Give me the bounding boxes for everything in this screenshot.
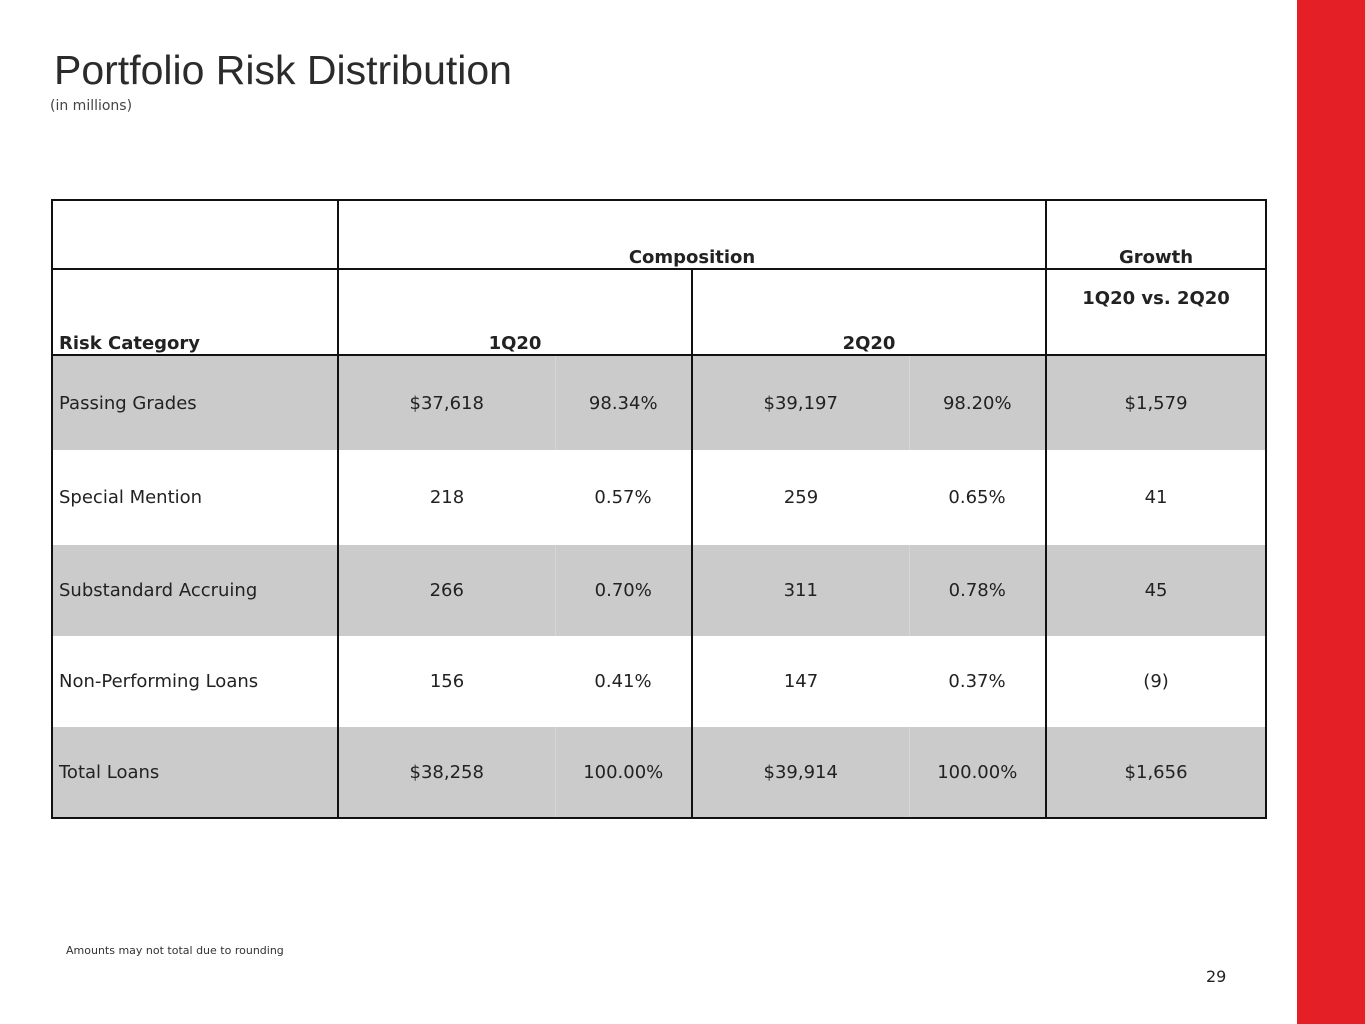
risk-category-cell: Special Mention (59, 487, 203, 508)
risk-distribution-table: Composition Growth Risk Category 1Q20 2Q… (51, 199, 1268, 819)
header-empty-cell (52, 200, 338, 270)
q1-percent-cell: 0.70% (554, 545, 692, 636)
q1-amount-cell: $37,618 (337, 355, 555, 450)
q1-percent-cell: 98.34% (554, 355, 692, 450)
q2-amount-cell: 259 (691, 450, 909, 545)
header-growth-period: 1Q20 vs. 2Q20 (1045, 269, 1267, 356)
q1-percent-cell: 100.00% (554, 727, 692, 818)
page-number: 29 (1206, 967, 1227, 986)
q2-percent-cell: 100.00% (908, 727, 1047, 818)
table-row: Substandard Accruing 266 0.70% 311 0.78%… (52, 545, 1267, 636)
accent-bar (1297, 0, 1365, 1024)
header-2q20: 2Q20 (690, 269, 1047, 356)
q1-percent-cell: 0.41% (594, 671, 652, 692)
table-row: Passing Grades $37,618 98.34% $39,197 98… (52, 355, 1267, 450)
q2-amount-cell: 147 (691, 636, 909, 727)
risk-category-cell: Passing Grades (52, 355, 338, 450)
risk-category-cell: Total Loans (52, 727, 338, 818)
risk-category-cell: Non-Performing Loans (59, 671, 259, 692)
q1-amount-cell: 218 (337, 450, 555, 545)
q2-amount-cell: 311 (691, 545, 909, 636)
q2-percent-cell: 0.65% (948, 487, 1006, 508)
q2-percent-cell: 0.78% (908, 545, 1047, 636)
table-row: Non-Performing Loans 156 0.41% 147 0.37%… (52, 636, 1267, 727)
header-risk-category: Risk Category (52, 269, 338, 356)
growth-cell: (9) (1045, 636, 1267, 727)
header-1q20: 1Q20 (337, 269, 692, 356)
q2-amount-cell: $39,197 (691, 355, 909, 450)
growth-cell: $1,656 (1045, 727, 1267, 818)
footnote: Amounts may not total due to rounding (66, 944, 284, 957)
page-title: Portfolio Risk Distribution (54, 47, 512, 93)
q1-amount-cell: $38,258 (337, 727, 555, 818)
q1-amount-cell: 156 (337, 636, 555, 727)
q1-percent-cell: 0.57% (594, 487, 652, 508)
risk-category-cell: Substandard Accruing (52, 545, 338, 636)
q2-percent-cell: 98.20% (908, 355, 1047, 450)
table-row-total: Total Loans $38,258 100.00% $39,914 100.… (52, 727, 1267, 818)
q2-percent-cell: 0.37% (948, 671, 1006, 692)
table-header-row-1: Composition Growth (52, 200, 1267, 270)
header-growth: Growth (1045, 200, 1267, 270)
growth-cell: 41 (1045, 450, 1267, 545)
table-header-row-2: Risk Category 1Q20 2Q20 1Q20 vs. 2Q20 (52, 269, 1267, 356)
table-row: Special Mention 218 0.57% 259 0.65% 41 (52, 450, 1267, 545)
q1-amount-cell: 266 (337, 545, 555, 636)
q2-amount-cell: $39,914 (691, 727, 909, 818)
header-composition: Composition (336, 200, 1047, 270)
growth-cell: 45 (1045, 545, 1267, 636)
page-subtitle: (in millions) (50, 98, 133, 114)
growth-cell: $1,579 (1045, 355, 1267, 450)
